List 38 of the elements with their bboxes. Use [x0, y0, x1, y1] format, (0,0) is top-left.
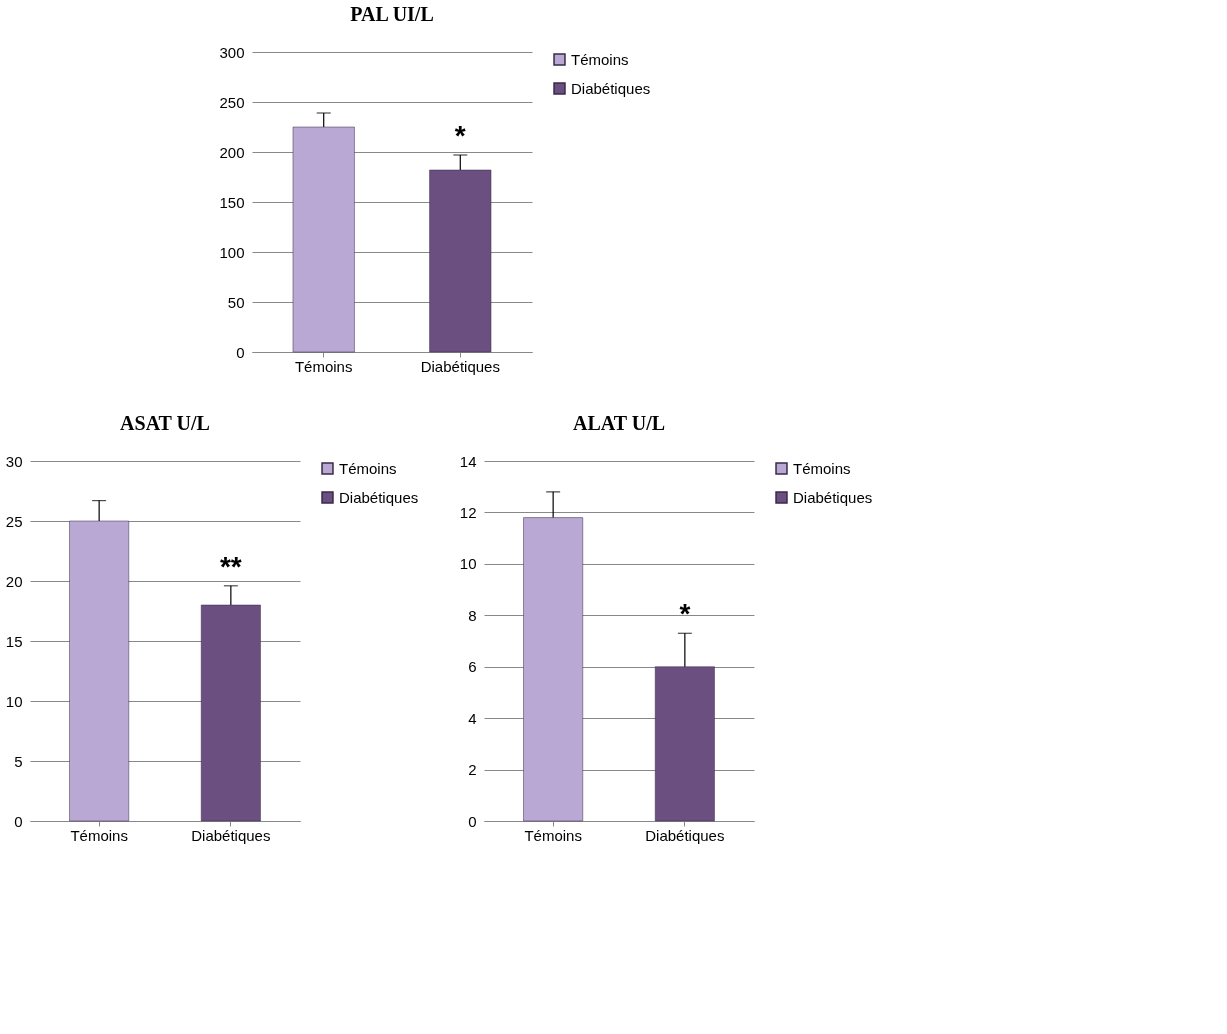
y-tick-label: 30 [5, 452, 23, 470]
x-tick-label: Témoins [524, 826, 582, 844]
y-tick-label: 0 [236, 343, 245, 361]
x-tick-label: Diabétiques [645, 826, 725, 844]
y-tick-label: 15 [5, 632, 23, 650]
legend-label: Diabétiques [339, 488, 419, 506]
legend-label: Témoins [571, 50, 629, 68]
y-tick-label: 100 [219, 243, 245, 261]
y-tick-label: 0 [14, 812, 23, 830]
y-tick-label: 5 [14, 752, 23, 770]
y-tick-label: 20 [5, 572, 23, 590]
y-tick-label: 200 [219, 143, 245, 161]
chart-title: ASAT U/L [120, 412, 210, 434]
y-tick-label: 10 [459, 555, 477, 573]
y-tick-label: 6 [468, 658, 477, 676]
y-tick-label: 8 [468, 606, 477, 624]
y-tick-label: 2 [468, 761, 477, 779]
y-tick-label: 300 [219, 43, 245, 61]
y-tick-label: 50 [227, 293, 245, 311]
legend-label: Témoins [793, 459, 851, 477]
x-tick-label: Diabétiques [191, 826, 271, 844]
annotation: * [454, 120, 466, 151]
legend-label: Diabétiques [793, 488, 873, 506]
legend-label: Témoins [339, 459, 397, 477]
annotation: * [679, 598, 691, 630]
x-tick-label: Témoins [70, 826, 128, 844]
y-tick-label: 150 [219, 193, 245, 211]
chart-title: ALAT U/L [572, 412, 666, 434]
y-tick-label: 10 [5, 692, 23, 710]
legend-label: Diabétiques [571, 79, 651, 97]
y-tick-label: 250 [219, 93, 245, 111]
y-tick-label: 4 [468, 709, 477, 727]
annotation: ** [219, 550, 242, 582]
y-tick-label: 12 [459, 503, 477, 521]
y-tick-label: 25 [5, 512, 23, 530]
y-tick-label: 14 [459, 452, 477, 470]
chart-title: PAL UI/L [350, 3, 434, 25]
y-tick-label: 0 [468, 812, 477, 830]
